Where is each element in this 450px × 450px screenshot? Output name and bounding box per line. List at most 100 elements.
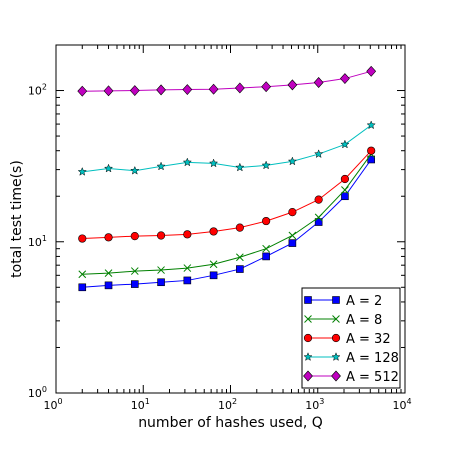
data-point-circle bbox=[104, 233, 113, 242]
legend-marker-diamond bbox=[303, 370, 313, 382]
data-point-diamond bbox=[287, 79, 298, 91]
legend-label: A = 2 bbox=[346, 294, 382, 309]
data-point-diamond bbox=[208, 83, 219, 95]
data-point-star bbox=[261, 160, 271, 170]
x-tick-label: 102 bbox=[218, 397, 237, 412]
data-point-square bbox=[104, 281, 113, 290]
data-point-diamond bbox=[313, 77, 324, 88]
data-point-square bbox=[78, 283, 87, 292]
data-point-diamond bbox=[366, 65, 377, 77]
legend-marker-star bbox=[331, 352, 341, 361]
data-point-x-stroke bbox=[262, 244, 270, 253]
data-point-square bbox=[130, 280, 139, 288]
x-tick-label: 104 bbox=[392, 397, 411, 412]
series-line bbox=[82, 159, 372, 288]
legend-entry: A = 2 bbox=[304, 294, 382, 309]
legend-marker-x-stroke bbox=[332, 315, 340, 323]
data-point-circle bbox=[288, 208, 297, 217]
series-3 bbox=[78, 146, 376, 243]
legend-label: A = 512 bbox=[346, 370, 399, 385]
legend-marker-x bbox=[332, 315, 340, 323]
y-tick-label: 101 bbox=[28, 234, 47, 249]
data-point-circle bbox=[78, 234, 87, 243]
data-point-star bbox=[130, 165, 140, 175]
data-point-x-stroke bbox=[314, 213, 323, 222]
data-point-star bbox=[103, 163, 114, 173]
legend-marker-square bbox=[304, 296, 312, 304]
series-line bbox=[82, 150, 372, 240]
legend-entry: A = 512 bbox=[303, 370, 399, 385]
data-point-diamond bbox=[156, 84, 166, 96]
data-point-diamond bbox=[129, 85, 140, 96]
series-line bbox=[82, 124, 372, 173]
data-point-x bbox=[183, 264, 192, 272]
data-point-circle bbox=[367, 146, 376, 155]
legend-marker-x-stroke bbox=[304, 315, 312, 323]
axis-ticks: 100 101 102 103 104 100 101 102 bbox=[28, 44, 412, 412]
data-point-square bbox=[209, 271, 218, 280]
data-point-x-stroke bbox=[183, 264, 192, 272]
data-point-diamond bbox=[77, 85, 88, 97]
data-point-star bbox=[366, 120, 376, 130]
legend-entry: A = 128 bbox=[303, 351, 399, 366]
x-tick-label: 101 bbox=[131, 397, 150, 412]
y-axis-label: total test time(s) bbox=[9, 160, 25, 278]
data-point-star bbox=[287, 156, 298, 166]
data-point-square bbox=[157, 278, 165, 287]
data-point-x bbox=[130, 267, 139, 275]
y-tick-label: 100 bbox=[28, 385, 47, 400]
data-point-star bbox=[313, 149, 324, 159]
data-point-x-stroke bbox=[236, 253, 244, 262]
series-layer bbox=[77, 65, 377, 292]
data-point-x-stroke bbox=[288, 231, 297, 240]
data-point-circle bbox=[209, 227, 218, 236]
legend-label: A = 8 bbox=[346, 313, 382, 328]
legend-marker-square bbox=[332, 296, 340, 304]
data-point-x bbox=[288, 231, 297, 240]
x-tick-label: 103 bbox=[305, 397, 324, 412]
data-point-x bbox=[236, 253, 244, 262]
data-point-x bbox=[314, 213, 323, 222]
legend-marker-circle bbox=[331, 333, 341, 343]
data-point-circle bbox=[130, 232, 139, 241]
x-tick-label: 100 bbox=[43, 397, 62, 412]
data-point-circle bbox=[235, 223, 244, 232]
data-point-square bbox=[183, 276, 192, 285]
data-point-star bbox=[182, 157, 192, 167]
legend: A = 2 A = 8 A = 32 A = 128 A = 512 bbox=[301, 287, 401, 389]
data-point-x bbox=[157, 266, 165, 274]
series-line bbox=[82, 153, 372, 275]
data-point-diamond bbox=[340, 73, 350, 85]
data-point-diamond bbox=[261, 81, 272, 93]
data-point-circle bbox=[262, 216, 271, 226]
y-tick-label: 102 bbox=[28, 83, 47, 98]
data-point-x-stroke bbox=[209, 260, 218, 269]
data-point-square bbox=[262, 252, 270, 261]
data-point-x-stroke bbox=[78, 270, 87, 279]
series-2 bbox=[78, 150, 376, 279]
data-point-x bbox=[78, 270, 87, 279]
data-point-diamond bbox=[182, 84, 193, 95]
legend-marker-circle bbox=[303, 333, 313, 343]
data-point-x-stroke bbox=[130, 267, 139, 275]
data-point-x bbox=[209, 260, 218, 269]
data-point-star bbox=[208, 158, 219, 168]
data-point-star bbox=[77, 166, 87, 176]
data-point-circle bbox=[340, 174, 350, 184]
data-point-diamond bbox=[234, 82, 245, 94]
legend-marker-star bbox=[303, 352, 313, 361]
data-point-star bbox=[235, 162, 245, 172]
data-point-circle bbox=[314, 195, 323, 204]
data-point-x-stroke bbox=[341, 186, 349, 194]
data-point-square bbox=[314, 218, 323, 226]
data-point-star bbox=[156, 161, 166, 171]
data-point-x-stroke bbox=[157, 266, 165, 274]
data-point-x bbox=[262, 244, 270, 253]
legend-label: A = 128 bbox=[346, 351, 399, 366]
series-4 bbox=[77, 120, 376, 176]
data-point-square bbox=[341, 192, 349, 201]
data-point-diamond bbox=[103, 85, 114, 97]
data-point-square bbox=[288, 239, 297, 247]
data-point-x-stroke bbox=[104, 269, 113, 278]
